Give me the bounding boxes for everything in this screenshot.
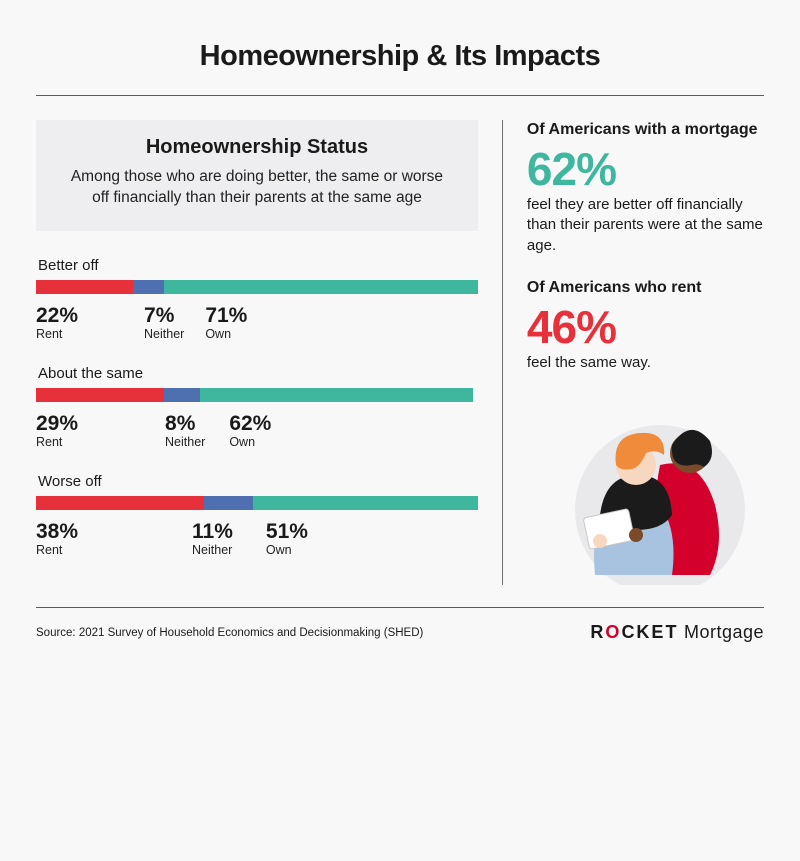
stacked-bar xyxy=(36,496,478,510)
value-neither: 7%Neither xyxy=(144,304,184,341)
value-pct: 71% xyxy=(205,304,247,327)
bar-segment-neither xyxy=(164,388,199,402)
callout-mortgage-follow: feel they are better off financially tha… xyxy=(527,195,764,256)
value-pct: 29% xyxy=(36,412,78,435)
rocket-mortgage-logo: ROCKET Mortgage xyxy=(590,622,764,643)
value-rent: 29%Rent xyxy=(36,412,78,449)
bar-segment-neither xyxy=(204,496,253,510)
value-rent: 38%Rent xyxy=(36,520,78,557)
illustration xyxy=(527,395,764,585)
value-own: 51%Own xyxy=(266,520,308,557)
source-text: Source: 2021 Survey of Household Economi… xyxy=(36,627,423,639)
top-rule xyxy=(36,95,764,96)
callout-rent-follow: feel the same way. xyxy=(527,353,764,373)
value-label: Neither xyxy=(165,435,205,449)
chart-group: Better off 22%Rent 7%Neither 71%Own xyxy=(36,257,478,341)
page-title: Homeownership & Its Impacts xyxy=(36,40,764,73)
value-own: 71%Own xyxy=(205,304,247,341)
chart-groups: Better off22%Rent7%Neither71%OwnAbout th… xyxy=(36,257,478,557)
value-label: Neither xyxy=(144,327,184,341)
value-pct: 8% xyxy=(165,412,205,435)
value-label: Rent xyxy=(36,327,78,341)
stacked-bar xyxy=(36,280,478,294)
callout-mortgage-pct: 62% xyxy=(527,145,764,193)
value-neither: 8%Neither xyxy=(165,412,205,449)
content-row: Homeownership Status Among those who are… xyxy=(36,120,764,585)
value-label: Own xyxy=(229,435,271,449)
callout-rent: Of Americans who rent 46% feel the same … xyxy=(527,278,764,373)
group-label: About the same xyxy=(38,365,478,382)
value-label: Rent xyxy=(36,435,78,449)
value-pct: 51% xyxy=(266,520,308,543)
chart-group: About the same 29%Rent 8%Neither 62%Own xyxy=(36,365,478,449)
right-column: Of Americans with a mortgage 62% feel th… xyxy=(502,120,764,585)
status-sub: Among those who are doing better, the sa… xyxy=(64,167,450,209)
bar-segment-rent xyxy=(36,280,133,294)
value-label: Own xyxy=(205,327,247,341)
value-row: 22%Rent 7%Neither 71%Own xyxy=(36,304,478,341)
bar-segment-neither xyxy=(133,280,164,294)
value-pct: 11% xyxy=(192,520,233,543)
value-neither: 11%Neither xyxy=(192,520,233,557)
value-label: Own xyxy=(266,543,308,557)
callout-rent-pct: 46% xyxy=(527,303,764,351)
chart-group: Worse off 38%Rent 11%Neither 51%Own xyxy=(36,473,478,557)
value-row: 29%Rent 8%Neither 62%Own xyxy=(36,412,478,449)
callout-mortgage: Of Americans with a mortgage 62% feel th… xyxy=(527,120,764,256)
bar-segment-own xyxy=(200,388,474,402)
bar-segment-rent xyxy=(36,496,204,510)
value-rent: 22%Rent xyxy=(36,304,78,341)
value-label: Rent xyxy=(36,543,78,557)
status-heading: Homeownership Status xyxy=(64,136,450,159)
value-pct: 7% xyxy=(144,304,184,327)
value-row: 38%Rent 11%Neither 51%Own xyxy=(36,520,478,557)
left-column: Homeownership Status Among those who are… xyxy=(36,120,502,585)
value-own: 62%Own xyxy=(229,412,271,449)
bar-segment-own xyxy=(164,280,478,294)
status-header: Homeownership Status Among those who are… xyxy=(36,120,478,231)
group-label: Worse off xyxy=(38,473,478,490)
value-label: Neither xyxy=(192,543,233,557)
group-label: Better off xyxy=(38,257,478,274)
bar-segment-rent xyxy=(36,388,164,402)
value-pct: 62% xyxy=(229,412,271,435)
callout-rent-lead: Of Americans who rent xyxy=(527,278,764,299)
value-pct: 38% xyxy=(36,520,78,543)
footer: Source: 2021 Survey of Household Economi… xyxy=(36,607,764,643)
callout-mortgage-lead: Of Americans with a mortgage xyxy=(527,120,764,141)
stacked-bar xyxy=(36,388,478,402)
value-pct: 22% xyxy=(36,304,78,327)
bar-segment-own xyxy=(253,496,478,510)
couple-tablet-icon xyxy=(540,395,750,585)
